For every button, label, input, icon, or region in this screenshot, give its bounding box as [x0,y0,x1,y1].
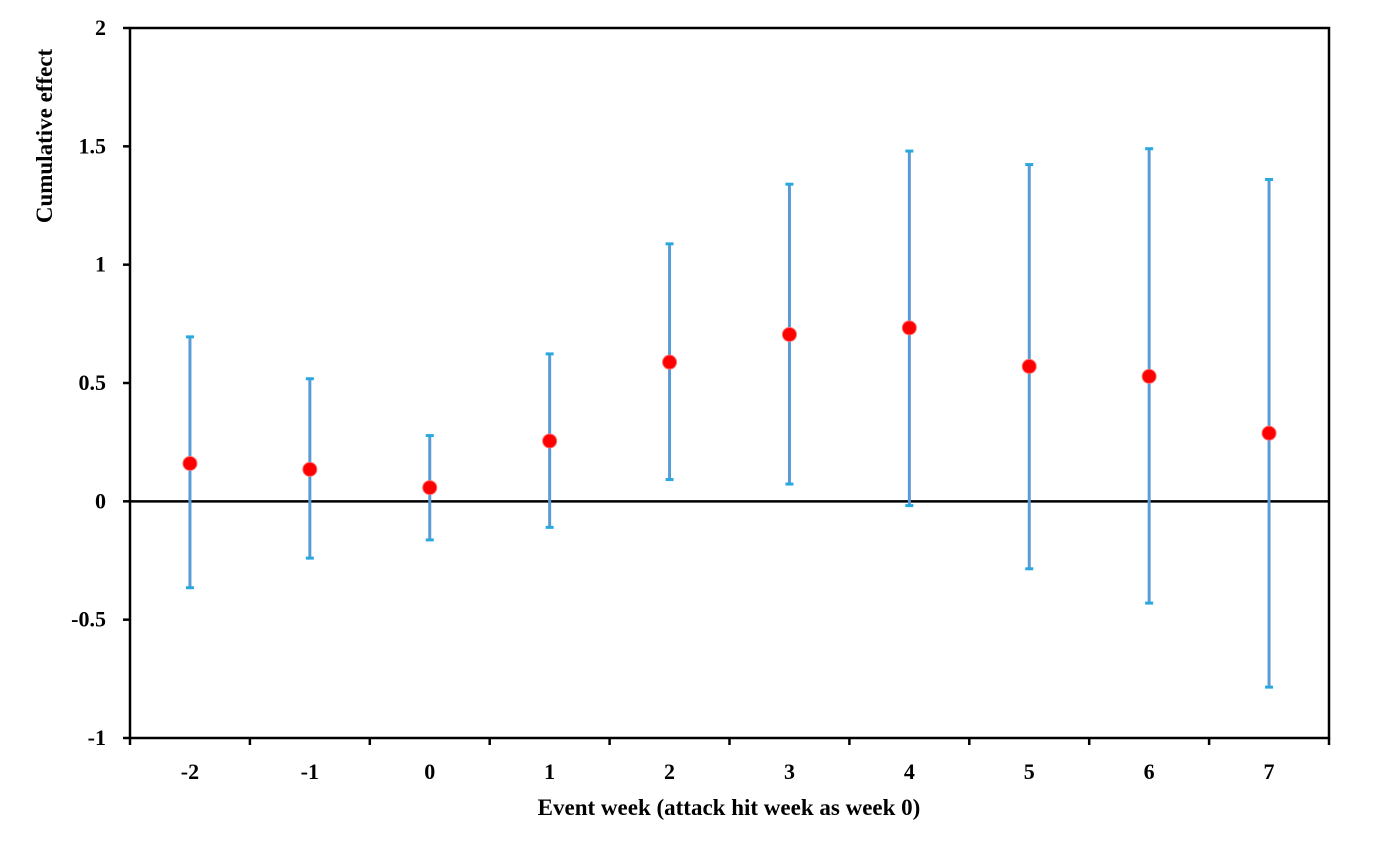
x-axis-ticks: -2 -1 0 1 2 3 4 5 6 7 [128,738,1331,784]
x-tick-label: 2 [664,759,675,784]
data-point [422,480,438,496]
data-point [1261,425,1277,441]
y-tick-label: 1.5 [79,133,107,158]
error-bars [185,147,1274,689]
data-point [182,455,198,471]
y-tick-label: 0.5 [79,370,107,395]
data-point [1021,358,1037,374]
x-tick-label: 3 [784,759,795,784]
y-axis-ticks: -1 -0.5 0 0.5 1 1.5 2 [71,15,130,750]
data-point [901,320,917,336]
data-point [662,354,678,370]
x-tick-label: 5 [1024,759,1035,784]
y-tick-label: 0 [95,488,106,513]
y-tick-label: 1 [95,252,106,277]
x-axis-title: Event week (attack hit week as week 0) [538,795,921,820]
data-point [302,461,318,477]
data-points [182,320,1277,496]
data-point [542,433,558,449]
data-point [781,326,797,342]
x-tick-label: 4 [904,759,915,784]
x-tick-label: 0 [424,759,435,784]
y-tick-label: 2 [95,15,106,40]
y-tick-label: -1 [88,725,106,750]
y-tick-label: -0.5 [71,607,106,632]
x-tick-label: 1 [544,759,555,784]
x-tick-label: -2 [181,759,199,784]
x-tick-label: 7 [1264,759,1275,784]
x-tick-label: -1 [301,759,319,784]
data-point [1141,368,1157,384]
y-axis-title: Cumulative effect [32,48,57,223]
x-tick-label: 6 [1144,759,1155,784]
